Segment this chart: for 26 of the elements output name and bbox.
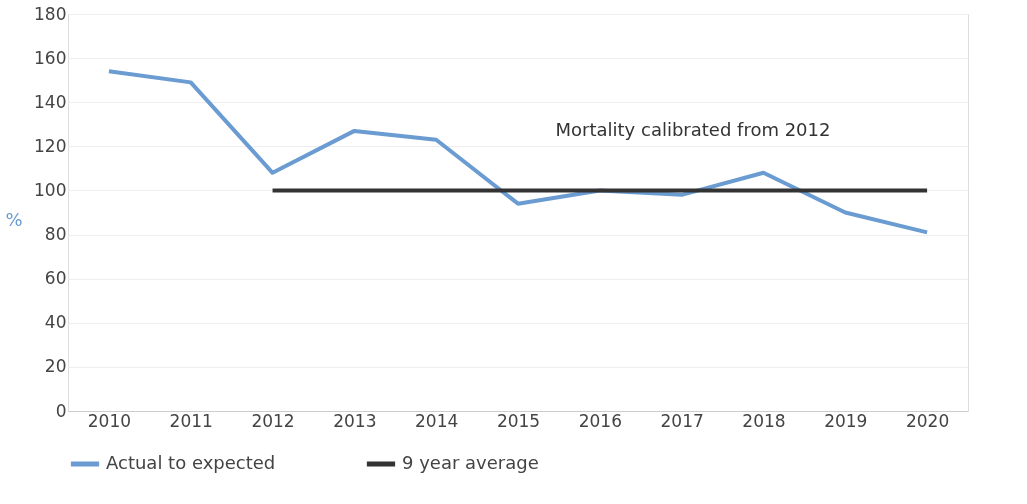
y-tick-label: 80 — [44, 224, 67, 245]
y-tick-label: 180 — [34, 3, 67, 24]
x-tick-label: 2018 — [742, 410, 786, 431]
y-tick-label: 20 — [44, 356, 67, 377]
line-series — [106, 69, 930, 235]
x-tick-label: 2019 — [824, 410, 868, 431]
y-tick-label: 60 — [44, 268, 67, 289]
annotation: Mortality calibrated from 2012 — [555, 119, 831, 140]
x-tick-label: 2011 — [169, 410, 213, 431]
x-tick-label: 2012 — [251, 410, 295, 431]
legend-label: 9 year average — [402, 452, 539, 473]
x-tick-label: 2020 — [905, 410, 950, 431]
legend-label: Actual to expected — [106, 452, 276, 473]
y-tick-label: 160 — [34, 47, 67, 68]
y-tick-label: 120 — [34, 135, 67, 156]
x-tick-label: 2017 — [660, 410, 704, 431]
x-tick-label: 2014 — [415, 410, 459, 431]
x-tick-label: 2016 — [578, 410, 622, 431]
x-tick-label: 2010 — [87, 410, 132, 431]
x-tick-label: 2013 — [333, 410, 377, 431]
y-tick-label: 100 — [34, 179, 67, 200]
x-tick-label: 2015 — [496, 410, 541, 431]
y-tick-label: 0 — [55, 400, 67, 421]
y-axis-title: % — [5, 208, 23, 230]
y-tick-label: 140 — [34, 91, 67, 112]
y-tick-label: 40 — [44, 312, 67, 333]
